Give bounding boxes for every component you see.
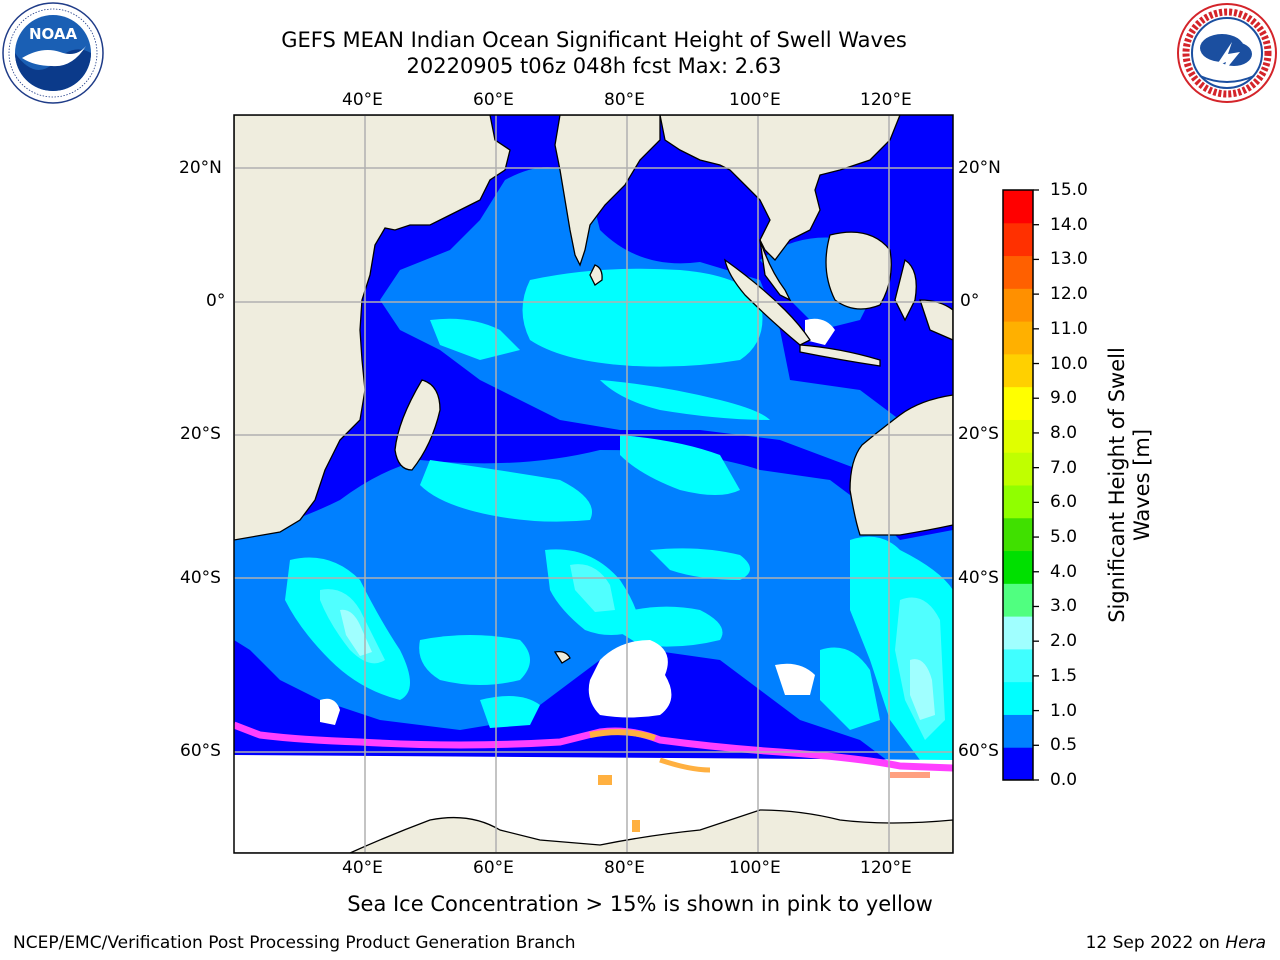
lon-label-bottom: 100°E	[729, 858, 781, 878]
chart-title: GEFS MEAN Indian Ocean Significant Heigh…	[281, 28, 907, 52]
colorbar-tick-label: 2.0	[1050, 631, 1078, 652]
colorbar-segment	[1003, 550, 1033, 584]
colorbar-label-line2: Waves [m]	[1130, 428, 1154, 542]
lat-label-left: 0°	[206, 291, 226, 311]
colorbar-segment	[1003, 419, 1033, 453]
colorbar-label-line1: Significant Height of Swell	[1105, 347, 1129, 623]
colorbar-segment	[1003, 517, 1033, 552]
colorbar-tick-label: 0.0	[1050, 770, 1078, 790]
colorbar-tick-label: 8.0	[1050, 422, 1078, 443]
colorbar-tick-label: 11.0	[1050, 318, 1088, 339]
colorbar-tick-label: 15.0	[1050, 180, 1088, 200]
colorbar-segment	[1003, 648, 1033, 683]
footer-host: Hera	[1225, 933, 1266, 953]
colorbar-segment	[1003, 353, 1033, 388]
lon-label-bottom: 120°E	[860, 858, 912, 878]
colorbar	[1002, 189, 1039, 781]
colorbar-segment	[1003, 714, 1033, 748]
land-masses	[234, 115, 953, 853]
colorbar-segment	[1003, 321, 1033, 355]
sea-ice-caption: Sea Ice Concentration > 15% is shown in …	[347, 892, 933, 916]
footer-credit: NCEP/EMC/Verification Post Processing Pr…	[13, 933, 576, 953]
colorbar-tick-label: 1.5	[1050, 665, 1078, 686]
lon-label-bottom: 80°E	[604, 858, 645, 878]
lon-label-bottom: 60°E	[473, 858, 514, 878]
colorbar-segment	[1003, 452, 1033, 486]
lat-label-right: 60°S	[958, 741, 999, 761]
colorbar-segment	[1003, 583, 1033, 617]
colorbar-tick-label: 10.0	[1050, 353, 1088, 374]
footer-date-text: 12 Sep 2022 on	[1085, 933, 1226, 953]
lat-label-left: 40°S	[180, 568, 221, 588]
lat-label-right: 40°S	[958, 568, 999, 588]
lon-label-top: 100°E	[729, 90, 781, 110]
map-border	[233, 114, 954, 854]
lon-label-top: 40°E	[342, 90, 383, 110]
lat-label-left: 60°S	[180, 741, 221, 761]
colorbar-tick-label: 12.0	[1050, 284, 1088, 305]
swell-band-2.0-3.0	[340, 609, 935, 720]
colorbar-tick-label: 4.0	[1050, 561, 1078, 582]
colorbar-segment	[1003, 222, 1033, 257]
colorbar-tick-label: 5.0	[1050, 527, 1078, 548]
nws-logo-icon	[1177, 3, 1277, 103]
lat-label-left: 20°N	[179, 158, 222, 178]
gridlines	[234, 115, 953, 853]
chart-subtitle: 20220905 t06z 048h fcst Max: 2.63	[406, 54, 782, 78]
colorbar-segment	[1003, 255, 1033, 289]
colorbar-border	[1002, 189, 1034, 781]
lon-label-top: 120°E	[860, 90, 912, 110]
colorbar-tick-label: 0.5	[1050, 735, 1078, 756]
lat-label-right: 20°N	[958, 158, 1001, 178]
colorbar-segment	[1003, 288, 1033, 322]
colorbar-tick-label: 3.0	[1050, 596, 1078, 617]
footer-date: 12 Sep 2022 on Hera	[1086, 933, 1266, 953]
sea-ice-edge	[234, 721, 953, 832]
colorbar-segment	[1003, 747, 1033, 781]
colorbar-tick-label: 7.0	[1050, 457, 1078, 478]
lon-label-top: 60°E	[473, 90, 514, 110]
noaa-logo-icon: NOAA	[2, 2, 104, 104]
lon-label-bottom: 40°E	[342, 858, 383, 878]
noaa-logo-text: NOAA	[29, 25, 78, 43]
colorbar-tick-label: 6.0	[1050, 492, 1078, 513]
lat-label-right: 20°S	[958, 424, 999, 444]
lat-label-left: 20°S	[180, 424, 221, 444]
colorbar-segment	[1003, 386, 1033, 420]
colorbar-tick-label: 13.0	[1050, 249, 1088, 270]
colorbar-segment	[1003, 190, 1033, 224]
colorbar-tick-label: 14.0	[1050, 214, 1088, 235]
colorbar-tick-label: 1.0	[1050, 700, 1078, 721]
colorbar-segment	[1003, 681, 1033, 715]
colorbar-segment	[1003, 616, 1033, 650]
colorbar-tick-label: 9.0	[1050, 388, 1078, 409]
colorbar-segment	[1003, 485, 1033, 519]
lat-label-right: 0°	[960, 291, 980, 311]
lon-label-top: 80°E	[604, 90, 645, 110]
